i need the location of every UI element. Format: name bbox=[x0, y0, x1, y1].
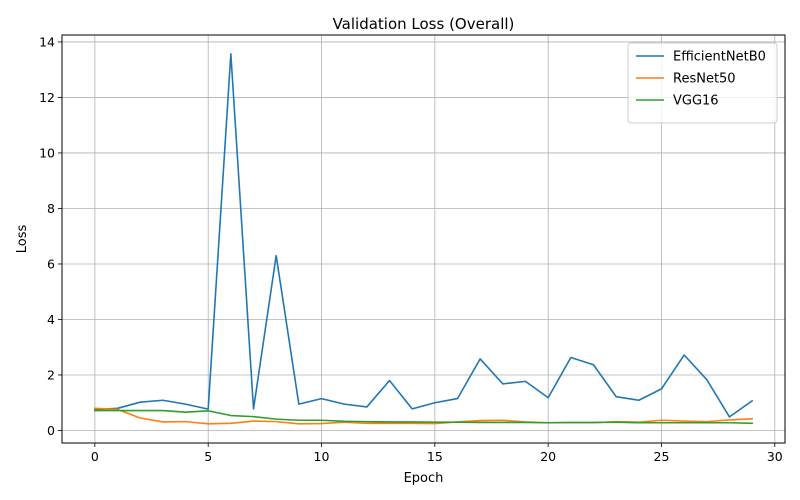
y-tick-label: 14 bbox=[39, 34, 55, 49]
y-tick-label: 10 bbox=[39, 145, 55, 160]
y-tick-label: 4 bbox=[47, 312, 55, 327]
legend-label-efficientnetb0: EfficientNetB0 bbox=[673, 50, 766, 65]
x-tick-label: 15 bbox=[427, 449, 443, 464]
y-tick-label: 2 bbox=[47, 368, 55, 383]
series-line-resnet50 bbox=[94, 407, 753, 425]
y-axis: 0 2 4 6 8 10 12 14 bbox=[39, 34, 62, 438]
legend-label-resnet50: ResNet50 bbox=[673, 72, 736, 87]
x-tick-label: 25 bbox=[654, 449, 670, 464]
y-tick-label: 8 bbox=[47, 201, 55, 216]
series-lines bbox=[94, 53, 754, 425]
x-tick-label: 0 bbox=[91, 449, 99, 464]
legend-box bbox=[627, 42, 778, 124]
legend-label-vgg16: VGG16 bbox=[673, 94, 719, 109]
x-tick-label: 5 bbox=[204, 449, 212, 464]
x-tick-label: 20 bbox=[540, 449, 556, 464]
x-axis: 0 5 10 15 20 25 30 bbox=[91, 443, 783, 464]
y-tick-label: 12 bbox=[39, 90, 55, 105]
y-axis-title: Loss bbox=[15, 225, 30, 254]
x-tick-label: 10 bbox=[314, 449, 330, 464]
x-tick-label: 30 bbox=[767, 449, 783, 464]
chart-title: Validation Loss (Overall) bbox=[333, 15, 515, 33]
series-line-vgg16 bbox=[94, 409, 753, 425]
y-tick-label: 6 bbox=[47, 256, 55, 271]
legend: EfficientNetB0 ResNet50 VGG16 bbox=[627, 42, 778, 124]
x-axis-title: Epoch bbox=[404, 471, 444, 486]
plot-frame bbox=[61, 34, 786, 444]
y-tick-label: 0 bbox=[47, 423, 55, 438]
series-line-efficientnetb0 bbox=[94, 53, 754, 418]
